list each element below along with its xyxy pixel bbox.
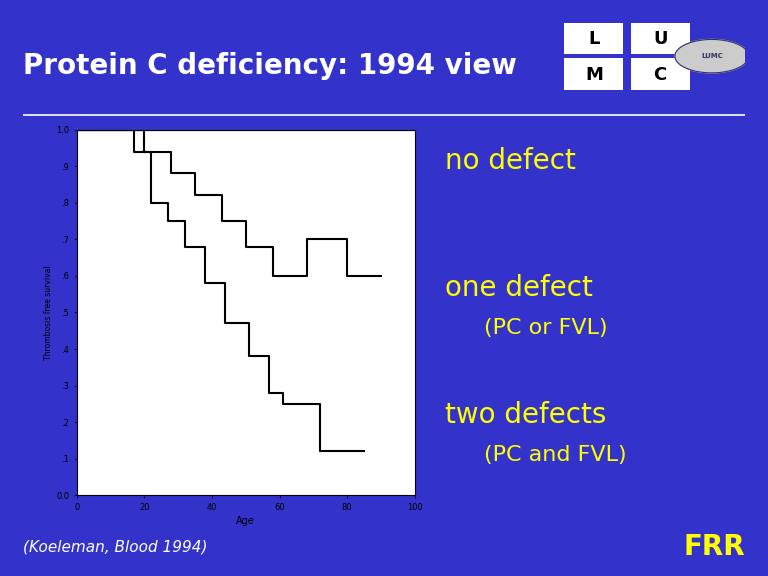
Text: M: M <box>585 66 603 84</box>
Text: one defect: one defect <box>445 274 594 302</box>
Bar <box>564 22 624 55</box>
Bar <box>631 58 690 89</box>
Text: two defects: two defects <box>445 401 607 429</box>
Text: L: L <box>588 31 600 48</box>
Polygon shape <box>675 40 749 73</box>
Text: no defect: no defect <box>445 147 576 175</box>
Bar <box>631 22 690 55</box>
Text: Protein C deficiency: 1994 view: Protein C deficiency: 1994 view <box>23 52 517 79</box>
Y-axis label: Thrombosis free survival: Thrombosis free survival <box>45 265 53 360</box>
Text: LUMC: LUMC <box>701 53 723 59</box>
X-axis label: Age: Age <box>237 516 255 526</box>
Text: U: U <box>653 31 667 48</box>
Text: FRR: FRR <box>684 533 745 561</box>
Text: (PC and FVL): (PC and FVL) <box>484 445 627 465</box>
Bar <box>564 58 624 89</box>
Text: C: C <box>654 66 667 84</box>
Text: (PC or FVL): (PC or FVL) <box>484 319 607 338</box>
Text: (Koeleman, Blood 1994): (Koeleman, Blood 1994) <box>23 540 207 555</box>
